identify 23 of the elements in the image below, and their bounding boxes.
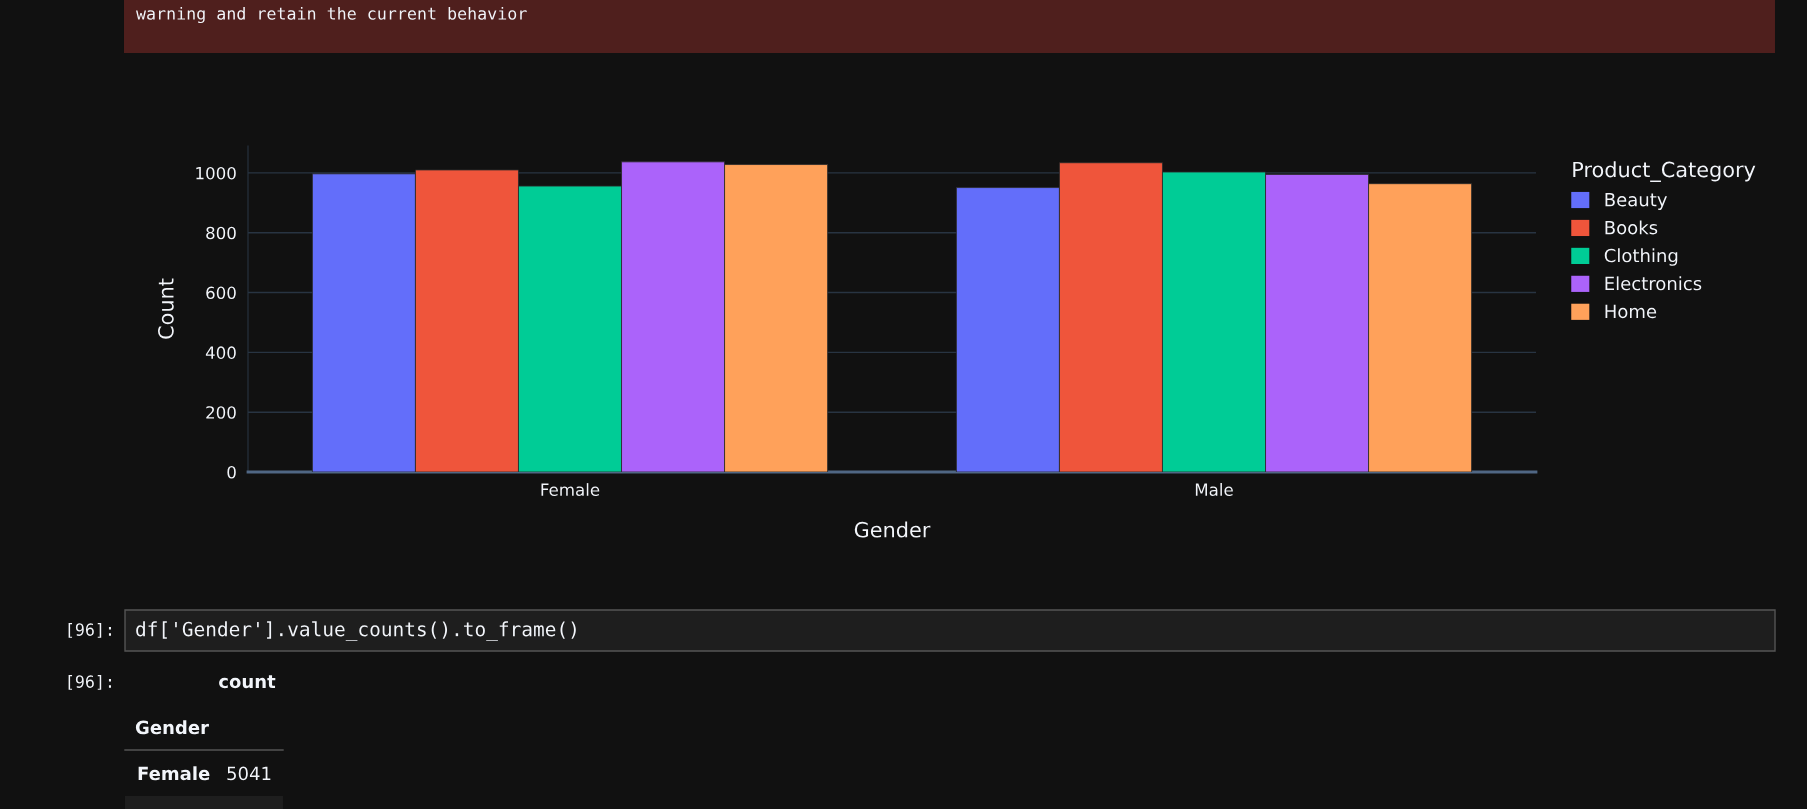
y-tick-label: 600 bbox=[206, 286, 236, 300]
text: [96]: bbox=[68, 622, 111, 638]
legend-label: Home bbox=[1605, 304, 1657, 319]
text: Gender bbox=[135, 720, 209, 735]
text: df['Gender'].value_counts().to_frame() bbox=[136, 621, 576, 641]
y-tick-label: 800 bbox=[206, 226, 236, 240]
x-axis-title: Gender bbox=[854, 521, 931, 538]
y-tick-label: 0 bbox=[227, 465, 236, 479]
text: 5041 bbox=[227, 766, 271, 781]
y-tick-label: 1000 bbox=[196, 166, 236, 180]
text: warning and retain the current behavior bbox=[136, 6, 527, 24]
text: [96]: bbox=[68, 674, 111, 690]
legend-label: Clothing bbox=[1604, 248, 1678, 266]
y-axis-title: Count bbox=[158, 278, 174, 339]
legend-title: Product_Category bbox=[1573, 161, 1756, 182]
y-tick-label: 200 bbox=[206, 406, 236, 419]
legend-label: Electronics bbox=[1605, 276, 1702, 291]
y-tick-label: 400 bbox=[205, 346, 236, 359]
x-tick-label: Male bbox=[1195, 483, 1233, 497]
text: Female bbox=[138, 766, 210, 781]
text: count bbox=[219, 675, 276, 689]
legend-label: Books bbox=[1605, 220, 1658, 235]
legend-label: Beauty bbox=[1605, 193, 1667, 210]
